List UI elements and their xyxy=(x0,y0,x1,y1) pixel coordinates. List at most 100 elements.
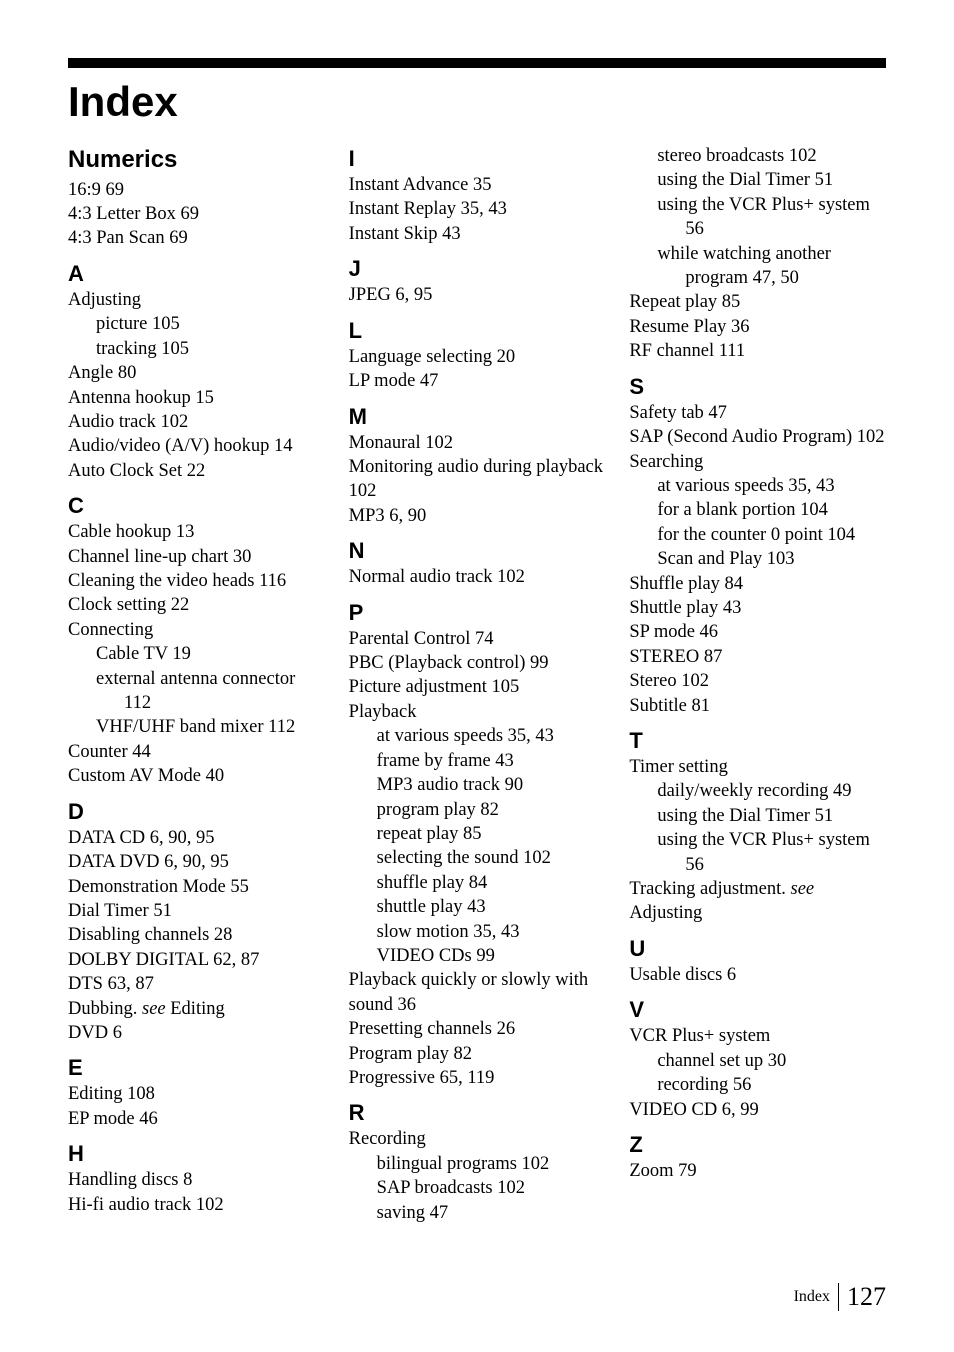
page-footer: Index 127 xyxy=(794,1282,886,1312)
index-entry: 4:3 Pan Scan 69 xyxy=(68,226,325,250)
section-letter: H xyxy=(68,1139,325,1168)
index-subentry: daily/weekly recording 49 xyxy=(657,779,886,803)
index-subentry: Cable TV 19 xyxy=(96,642,325,666)
index-subentry: using the Dial Timer 51 xyxy=(657,168,886,192)
index-subentry: using the VCR Plus+ system 56 xyxy=(657,828,886,877)
index-entry: Handling discs 8 xyxy=(68,1168,325,1192)
index-columns: Numerics 16:9 69 4:3 Letter Box 69 4:3 P… xyxy=(68,144,886,1234)
index-subentry: frame by frame 43 xyxy=(377,749,606,773)
index-entry: Resume Play 36 xyxy=(629,315,886,339)
index-entry: Audio track 102 xyxy=(68,410,325,434)
index-entry: Connecting xyxy=(68,618,325,642)
index-entry: VCR Plus+ system xyxy=(629,1024,886,1048)
index-entry: Tracking adjustment. see Adjusting xyxy=(629,877,886,926)
section-letter: U xyxy=(629,934,886,963)
section-letter: N xyxy=(349,536,606,565)
index-entry: Picture adjustment 105 xyxy=(349,675,606,699)
index-entry: Repeat play 85 xyxy=(629,290,886,314)
index-entry: PBC (Playback control) 99 xyxy=(349,651,606,675)
index-entry: Shuffle play 84 xyxy=(629,572,886,596)
index-entry: Cleaning the video heads 116 xyxy=(68,569,325,593)
index-subentry: selecting the sound 102 xyxy=(377,846,606,870)
index-entry: Antenna hookup 15 xyxy=(68,386,325,410)
section-letter: M xyxy=(349,402,606,431)
index-subentry: SAP broadcasts 102 xyxy=(377,1176,606,1200)
index-entry: Recording xyxy=(349,1127,606,1151)
index-entry: Safety tab 47 xyxy=(629,401,886,425)
index-subentry: shuffle play 84 xyxy=(377,871,606,895)
index-entry: Subtitle 81 xyxy=(629,694,886,718)
index-entry: Shuttle play 43 xyxy=(629,596,886,620)
index-subentry: slow motion 35, 43 xyxy=(377,920,606,944)
footer-page-number: 127 xyxy=(847,1282,886,1312)
index-entry: LP mode 47 xyxy=(349,369,606,393)
index-entry: Normal audio track 102 xyxy=(349,565,606,589)
see-ref: see xyxy=(142,999,166,1019)
index-subentry: at various speeds 35, 43 xyxy=(657,474,886,498)
index-entry: Zoom 79 xyxy=(629,1159,886,1183)
index-entry: DTS 63, 87 xyxy=(68,972,325,996)
index-subentry: stereo broadcasts 102 xyxy=(657,144,886,168)
index-entry: MP3 6, 90 xyxy=(349,504,606,528)
index-entry: Dubbing. see Editing xyxy=(68,997,325,1021)
index-subentry: picture 105 xyxy=(96,312,325,336)
index-subentry: tracking 105 xyxy=(96,337,325,361)
index-entry: Hi-fi audio track 102 xyxy=(68,1193,325,1217)
section-letter: L xyxy=(349,316,606,345)
text: Editing xyxy=(166,999,225,1019)
header-bar xyxy=(68,58,886,68)
index-entry: Program play 82 xyxy=(349,1042,606,1066)
index-entry: Stereo 102 xyxy=(629,669,886,693)
index-subentry: shuttle play 43 xyxy=(377,895,606,919)
index-subentry: external antenna connector 112 xyxy=(96,667,325,716)
section-letter: Z xyxy=(629,1130,886,1159)
index-entry: JPEG 6, 95 xyxy=(349,283,606,307)
index-entry: Monitoring audio during playback 102 xyxy=(349,455,606,504)
index-subentry: channel set up 30 xyxy=(657,1049,886,1073)
index-entry: DATA CD 6, 90, 95 xyxy=(68,826,325,850)
index-entry: Instant Skip 43 xyxy=(349,222,606,246)
index-subentry: for the counter 0 point 104 xyxy=(657,523,886,547)
index-entry: Channel line-up chart 30 xyxy=(68,545,325,569)
index-entry: EP mode 46 xyxy=(68,1107,325,1131)
index-entry: RF channel 111 xyxy=(629,339,886,363)
index-subentry: saving 47 xyxy=(377,1201,606,1225)
index-entry: DOLBY DIGITAL 62, 87 xyxy=(68,948,325,972)
page-title: Index xyxy=(68,78,886,126)
index-entry: DVD 6 xyxy=(68,1021,325,1045)
index-subentry: using the VCR Plus+ system 56 xyxy=(657,193,886,242)
index-entry: VIDEO CD 6, 99 xyxy=(629,1098,886,1122)
index-entry: Counter 44 xyxy=(68,740,325,764)
index-entry: Auto Clock Set 22 xyxy=(68,459,325,483)
index-entry: Instant Replay 35, 43 xyxy=(349,197,606,221)
index-entry: Instant Advance 35 xyxy=(349,173,606,197)
index-subentry: at various speeds 35, 43 xyxy=(377,724,606,748)
section-letter: A xyxy=(68,259,325,288)
index-entry: STEREO 87 xyxy=(629,645,886,669)
index-subentry: using the Dial Timer 51 xyxy=(657,804,886,828)
index-entry: Demonstration Mode 55 xyxy=(68,875,325,899)
section-letter: V xyxy=(629,995,886,1024)
index-entry: Playback quickly or slowly with sound 36 xyxy=(349,968,606,1017)
section-letter: S xyxy=(629,372,886,401)
index-entry: DATA DVD 6, 90, 95 xyxy=(68,850,325,874)
section-letter: I xyxy=(349,144,606,173)
index-subentry: VHF/UHF band mixer 112 xyxy=(96,715,325,739)
index-entry: Usable discs 6 xyxy=(629,963,886,987)
footer-section-label: Index xyxy=(794,1288,830,1306)
index-entry: Clock setting 22 xyxy=(68,593,325,617)
index-entry: Parental Control 74 xyxy=(349,627,606,651)
index-subentry: MP3 audio track 90 xyxy=(377,773,606,797)
index-entry: Searching xyxy=(629,450,886,474)
index-entry: Editing 108 xyxy=(68,1082,325,1106)
index-entry: Presetting channels 26 xyxy=(349,1017,606,1041)
index-subentry: recording 56 xyxy=(657,1073,886,1097)
index-subentry: repeat play 85 xyxy=(377,822,606,846)
index-entry: Language selecting 20 xyxy=(349,345,606,369)
section-letter: E xyxy=(68,1053,325,1082)
index-entry: Audio/video (A/V) hookup 14 xyxy=(68,434,325,458)
text: Dubbing. xyxy=(68,999,142,1019)
section-numerics: Numerics xyxy=(68,144,325,176)
index-subentry: Scan and Play 103 xyxy=(657,547,886,571)
text: Adjusting xyxy=(629,903,702,923)
